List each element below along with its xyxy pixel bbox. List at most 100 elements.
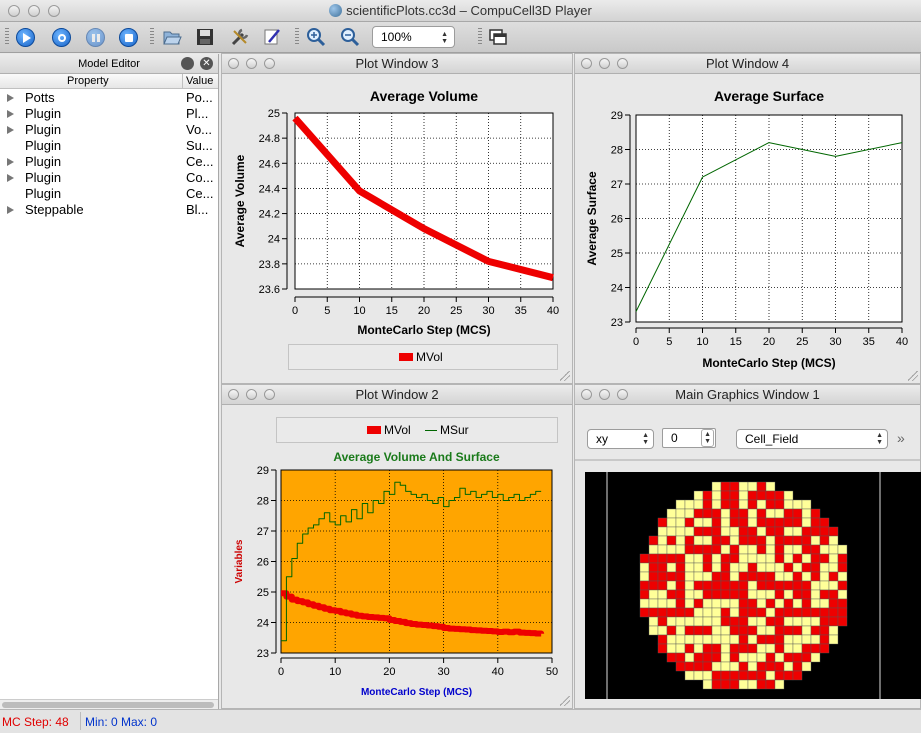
edit-button[interactable] xyxy=(262,27,282,47)
cell-type-2 xyxy=(756,652,767,663)
cell-type-1 xyxy=(729,670,740,681)
cell-type-2 xyxy=(810,652,821,663)
horizontal-scrollbar[interactable] xyxy=(0,699,218,709)
cell-type-1 xyxy=(702,526,713,537)
cell-field-canvas[interactable] xyxy=(585,472,921,699)
step-button[interactable] xyxy=(51,27,71,47)
toolbar-grip[interactable] xyxy=(5,28,9,46)
zoom-select[interactable]: 100% ▲ ▼ xyxy=(372,26,455,48)
minimize-window-button[interactable] xyxy=(246,58,257,69)
maximize-window-button[interactable] xyxy=(617,58,628,69)
column-header-value[interactable]: Value xyxy=(186,75,214,87)
main-graphics-window: Main Graphics Window 1 xy ▲ ▼ 0 ▲ ▼ Cell_F… xyxy=(574,384,921,709)
close-panel-icon[interactable]: ✕ xyxy=(200,57,213,70)
maximize-window-button[interactable] xyxy=(264,389,275,400)
expand-arrow-icon[interactable] xyxy=(7,174,14,182)
cell-type-2 xyxy=(675,544,686,555)
cell-type-2 xyxy=(738,652,749,663)
y-tick-label: 29 xyxy=(257,465,269,477)
run-button[interactable] xyxy=(15,27,35,47)
cell-type-1 xyxy=(747,607,758,618)
cell-type-2 xyxy=(801,625,812,636)
tree-row[interactable]: Plugin Ce... xyxy=(0,154,218,170)
cell-type-1 xyxy=(801,562,812,573)
expand-arrow-icon[interactable] xyxy=(7,94,14,102)
zoom-in-button[interactable] xyxy=(306,27,326,47)
plot-window-3: Plot Window 3 0 5 10 15 20 25 30 35 40 23.6 23.8 24… xyxy=(221,53,573,384)
cell-type-2 xyxy=(675,526,686,537)
legend-swatch xyxy=(367,426,381,434)
resize-grip[interactable] xyxy=(908,371,918,381)
cell-type-1 xyxy=(711,535,722,546)
x-tick-label: 0 xyxy=(292,305,298,317)
close-window-button[interactable] xyxy=(581,58,592,69)
toolbar-grip[interactable] xyxy=(295,28,299,46)
scrollbar-thumb[interactable] xyxy=(2,702,214,708)
cell-type-1 xyxy=(639,589,650,600)
cell-type-1 xyxy=(810,517,821,528)
stop-button[interactable] xyxy=(118,27,138,47)
float-panel-icon[interactable] xyxy=(181,57,194,70)
toolbar-grip[interactable] xyxy=(478,28,482,46)
minimize-window-button[interactable] xyxy=(599,58,610,69)
tree-row[interactable]: Plugin Pl... xyxy=(0,106,218,122)
cell-type-1 xyxy=(738,589,749,600)
plot-window-3-title: Plot Window 3 xyxy=(355,56,439,71)
cell-type-1 xyxy=(783,517,794,528)
close-window-button[interactable] xyxy=(228,58,239,69)
minimize-window-button[interactable] xyxy=(28,5,40,17)
model-editor-tree: Potts Po... Plugin Pl... Plugin Vo... Plugi… xyxy=(0,89,218,218)
expand-arrow-icon[interactable] xyxy=(7,126,14,134)
minimize-window-button[interactable] xyxy=(246,389,257,400)
pause-button[interactable] xyxy=(85,27,105,47)
cell-type-1 xyxy=(675,607,686,618)
zoom-out-button[interactable] xyxy=(340,27,360,47)
window-titlebar: scientificPlots.cc3d – CompuCell3D Playe… xyxy=(0,0,921,22)
cell-type-1 xyxy=(765,652,776,663)
open-button[interactable] xyxy=(162,27,182,47)
close-window-button[interactable] xyxy=(8,5,20,17)
expand-arrow-icon[interactable] xyxy=(7,206,14,214)
cell-type-2 xyxy=(675,616,686,627)
legend-item-msur: MSur xyxy=(425,423,469,437)
field-select[interactable]: Cell_Field ▲ ▼ xyxy=(736,429,888,449)
cell-type-1 xyxy=(783,670,794,681)
view-plane-select[interactable]: xy ▲ ▼ xyxy=(587,429,654,449)
cell-type-1 xyxy=(747,598,758,609)
tree-row[interactable]: Plugin Co... xyxy=(0,170,218,186)
cell-type-1 xyxy=(657,643,668,654)
tree-row[interactable]: Plugin Ce... xyxy=(25,186,214,201)
cell-type-1 xyxy=(774,625,785,636)
cell-type-1 xyxy=(738,643,749,654)
cell-type-2 xyxy=(756,598,767,609)
spin-arrows-icon[interactable]: ▲ ▼ xyxy=(701,429,714,447)
column-header-property[interactable]: Property xyxy=(67,75,109,87)
tree-row[interactable]: Plugin Su... xyxy=(25,138,213,153)
toolbar-grip[interactable] xyxy=(150,28,154,46)
tree-row[interactable]: Steppable Bl... xyxy=(0,202,218,218)
cell-type-1 xyxy=(783,607,794,618)
minimize-window-button[interactable] xyxy=(599,389,610,400)
save-button[interactable] xyxy=(195,27,215,47)
cell-type-2 xyxy=(693,490,704,501)
resize-grip[interactable] xyxy=(560,371,570,381)
cell-type-2 xyxy=(711,499,722,510)
toolbar-overflow-icon[interactable]: » xyxy=(897,430,905,446)
tree-row[interactable]: Plugin Vo... xyxy=(0,122,218,138)
expand-arrow-icon[interactable] xyxy=(7,110,14,118)
cell-type-2 xyxy=(810,580,821,591)
maximize-window-button[interactable] xyxy=(617,389,628,400)
tree-row[interactable]: Potts Po... xyxy=(0,90,218,106)
close-window-button[interactable] xyxy=(581,389,592,400)
screenshot-button[interactable] xyxy=(488,27,508,47)
tools-button[interactable] xyxy=(230,27,250,47)
maximize-window-button[interactable] xyxy=(264,58,275,69)
close-window-button[interactable] xyxy=(228,389,239,400)
expand-arrow-icon[interactable] xyxy=(7,158,14,166)
cell-type-2 xyxy=(810,616,821,627)
slice-spinbox[interactable]: 0 ▲ ▼ xyxy=(662,428,716,448)
zoom-window-button[interactable] xyxy=(48,5,60,17)
cell-type-1 xyxy=(783,562,794,573)
resize-grip[interactable] xyxy=(560,696,570,706)
cell-type-2 xyxy=(783,553,794,564)
